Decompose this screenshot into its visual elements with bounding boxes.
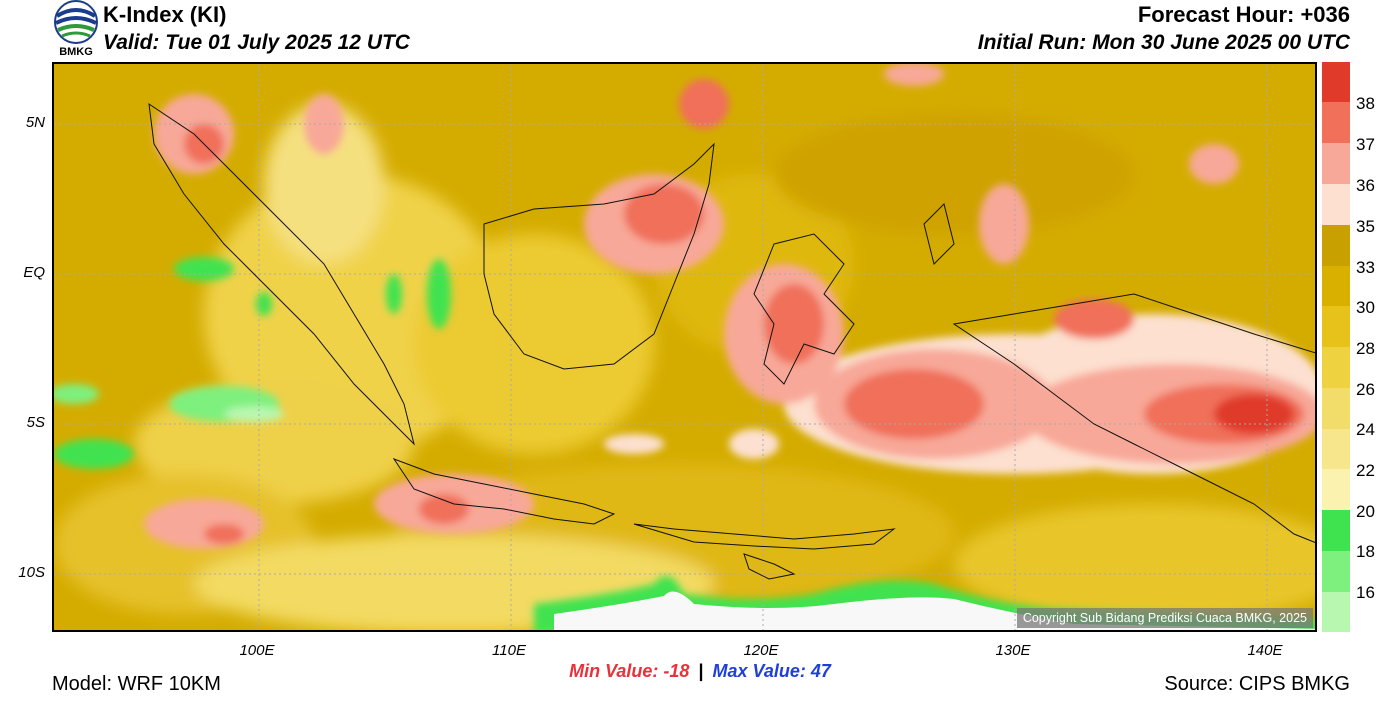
colorbar-label: 26 (1356, 380, 1375, 399)
lon-label-140e: 140E (1247, 642, 1283, 659)
coastlines (148, 102, 1315, 580)
colorbar (1322, 62, 1350, 632)
lon-label-110e: 110E (492, 642, 526, 659)
colorbar-label: 18 (1356, 542, 1375, 561)
lat-label-10s: 10S (18, 564, 45, 581)
k-index-map: Copyright Sub Bidang Prediksi Cuaca BMKG… (52, 62, 1317, 632)
colorbar-label: 33 (1356, 258, 1375, 277)
low-ki-areas (54, 257, 451, 469)
min-max-separator: | (698, 661, 704, 681)
min-max-values: Min Value: -18 | Max Value: 47 (0, 661, 1400, 682)
colorbar-label: 28 (1356, 339, 1375, 358)
colorbar-segment (1322, 429, 1350, 469)
colorbar-label: 20 (1356, 502, 1375, 521)
bmkg-logo (52, 0, 100, 60)
logo-label: BMKG (59, 46, 93, 58)
colorbar-segment (1322, 266, 1350, 306)
initial-run: Initial Run: Mon 30 June 2025 00 UTC (977, 31, 1350, 54)
colorbar-segment (1322, 184, 1350, 225)
colorbar-label: 36 (1356, 176, 1375, 195)
map-canvas (54, 64, 1315, 630)
colorbar-segment (1322, 102, 1350, 143)
colorbar-label: 38 (1356, 94, 1375, 113)
forecast-hour: Forecast Hour: +036 (1137, 2, 1350, 27)
high-ki-areas (144, 64, 1315, 549)
colorbar-label: 24 (1356, 420, 1375, 439)
source-label: Source: CIPS BMKG (1164, 673, 1350, 695)
colorbar-segment (1322, 306, 1350, 347)
colorbar-label: 35 (1356, 217, 1375, 236)
map-title: K-Index (KI) (103, 2, 227, 27)
colorbar-segment (1322, 388, 1350, 429)
valid-time: Valid: Tue 01 July 2025 12 UTC (103, 31, 410, 54)
colorbar-label: 30 (1356, 298, 1375, 317)
lon-label-100e: 100E (239, 642, 275, 659)
copyright-notice: Copyright Sub Bidang Prediksi Cuaca BMKG… (1016, 608, 1313, 628)
graticule (54, 64, 1315, 630)
min-value: Min Value: -18 (569, 661, 690, 681)
colorbar-segment (1322, 62, 1350, 102)
colorbar-segment (1322, 592, 1350, 632)
lat-label-eq: EQ (23, 264, 45, 281)
colorbar-segment (1322, 551, 1350, 592)
lon-label-130e: 130E (995, 642, 1031, 659)
max-value: Max Value: 47 (712, 661, 831, 681)
colorbar-segment (1322, 347, 1350, 388)
colorbar-label: 22 (1356, 461, 1375, 480)
colorbar-segment (1322, 469, 1350, 510)
colorbar-label: 16 (1356, 583, 1375, 602)
colorbar-label: 37 (1356, 135, 1375, 154)
model-label: Model: WRF 10KM (52, 673, 221, 695)
lat-label-5s: 5S (26, 414, 45, 431)
lon-label-120e: 120E (743, 642, 779, 659)
colorbar-segment (1322, 143, 1350, 184)
colorbar-segment (1322, 225, 1350, 266)
lat-label-5n: 5N (25, 114, 45, 131)
colorbar-segment (1322, 510, 1350, 551)
